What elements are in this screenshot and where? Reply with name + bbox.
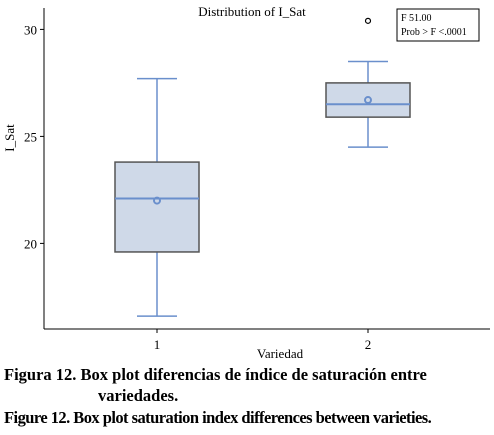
mean-marker xyxy=(153,196,161,205)
chart: Distribution of I_Sat I_Sat Variedad 202… xyxy=(2,4,490,361)
box-plots xyxy=(114,17,411,317)
y-tick-label: 25 xyxy=(24,129,37,144)
stats-box-f: F 51.00 xyxy=(401,13,432,24)
caption-es-line1: Figura 12. Box plot diferencias de índic… xyxy=(4,365,427,384)
box-iqr xyxy=(325,82,411,118)
outlier-point xyxy=(364,17,372,24)
axes xyxy=(43,8,490,330)
y-tick-label: 30 xyxy=(24,22,37,37)
x-tick-label: 1 xyxy=(154,337,161,352)
stats-box: F 51.00 Prob > F <.0001 xyxy=(396,8,480,42)
box-group-1 xyxy=(114,77,200,317)
caption-es-line2: variedades. xyxy=(98,386,179,405)
y-axis-label: I_Sat xyxy=(2,124,17,152)
chart-title: Distribution of I_Sat xyxy=(198,4,306,19)
box-group-2 xyxy=(325,17,411,148)
box-iqr xyxy=(114,161,200,253)
mean-marker xyxy=(364,96,372,105)
x-tick-label: 2 xyxy=(365,337,372,352)
stats-box-prob: Prob > F <.0001 xyxy=(401,27,467,38)
y-tick-label: 20 xyxy=(24,236,37,251)
y-ticks: 20 25 30 xyxy=(24,22,44,251)
x-axis-label: Variedad xyxy=(257,346,304,361)
caption-en: Figure 12. Box plot saturation index dif… xyxy=(4,408,432,427)
stats-box-frame xyxy=(396,8,480,42)
